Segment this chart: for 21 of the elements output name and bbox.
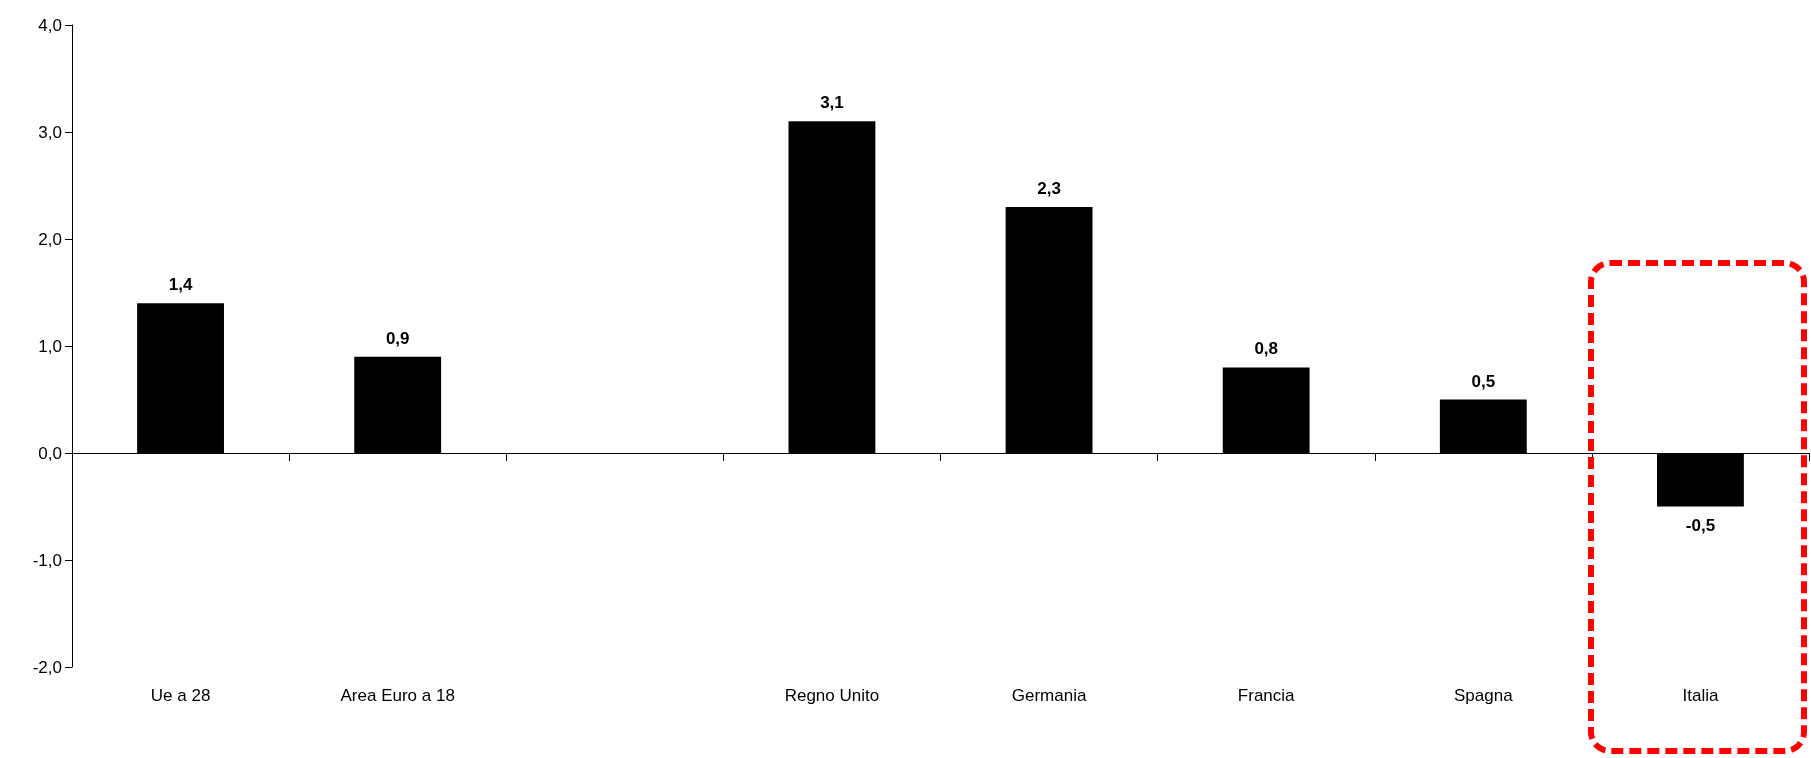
y-tick-label: -1,0 [32, 550, 62, 570]
y-tick-label: 4,0 [38, 15, 62, 35]
y-tick-label: 2,0 [38, 229, 62, 249]
x-tick-label: Spagna [1454, 686, 1514, 705]
data-label: 0,5 [1471, 371, 1496, 391]
data-label: 0,9 [385, 328, 410, 348]
x-tick-label: Germania [1011, 686, 1087, 705]
data-label: 0,8 [1254, 339, 1279, 359]
data-label: 3,1 [820, 93, 844, 113]
x-tick-label: Francia [1237, 686, 1296, 705]
x-tick-label: Ue a 28 [150, 686, 211, 705]
data-label: 1,4 [168, 275, 193, 295]
y-tick-label: 1,0 [38, 336, 62, 356]
x-tick-label: Regno Unito [784, 686, 880, 705]
y-tick-label: -2,0 [32, 657, 62, 677]
x-tick-label: Area Euro a 18 [340, 686, 455, 705]
y-tick-label: 3,0 [38, 122, 62, 142]
x-tick-label: Italia [1682, 686, 1719, 705]
data-label: 2,3 [1037, 178, 1061, 198]
data-label: -0,5 [1685, 515, 1716, 535]
y-tick-label: 0,0 [38, 443, 62, 463]
